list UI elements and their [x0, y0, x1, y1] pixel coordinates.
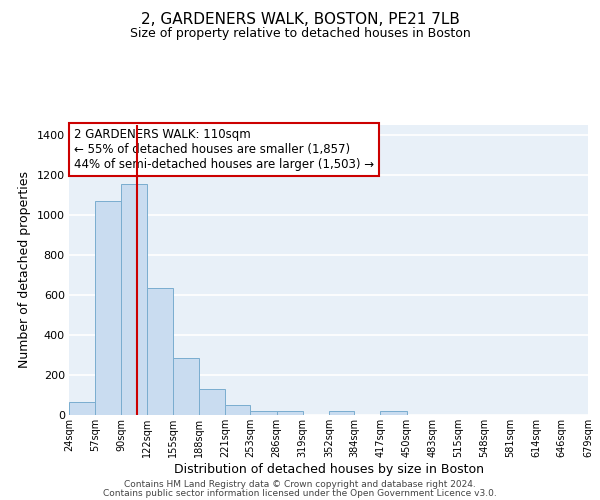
Bar — [225, 406, 250, 415]
Bar — [380, 411, 407, 415]
Text: Contains public sector information licensed under the Open Government Licence v3: Contains public sector information licen… — [103, 489, 497, 498]
Bar — [95, 201, 121, 415]
Bar — [121, 184, 146, 415]
Text: Contains HM Land Registry data © Crown copyright and database right 2024.: Contains HM Land Registry data © Crown c… — [124, 480, 476, 489]
X-axis label: Distribution of detached houses by size in Boston: Distribution of detached houses by size … — [173, 462, 484, 475]
Bar — [173, 358, 199, 415]
Bar — [69, 402, 95, 415]
Bar — [329, 411, 354, 415]
Bar — [146, 288, 173, 415]
Bar — [250, 411, 277, 415]
Bar — [277, 411, 303, 415]
Text: 2, GARDENERS WALK, BOSTON, PE21 7LB: 2, GARDENERS WALK, BOSTON, PE21 7LB — [140, 12, 460, 28]
Text: Size of property relative to detached houses in Boston: Size of property relative to detached ho… — [130, 28, 470, 40]
Bar — [199, 389, 225, 415]
Text: 2 GARDENERS WALK: 110sqm
← 55% of detached houses are smaller (1,857)
44% of sem: 2 GARDENERS WALK: 110sqm ← 55% of detach… — [74, 128, 374, 171]
Y-axis label: Number of detached properties: Number of detached properties — [18, 172, 31, 368]
